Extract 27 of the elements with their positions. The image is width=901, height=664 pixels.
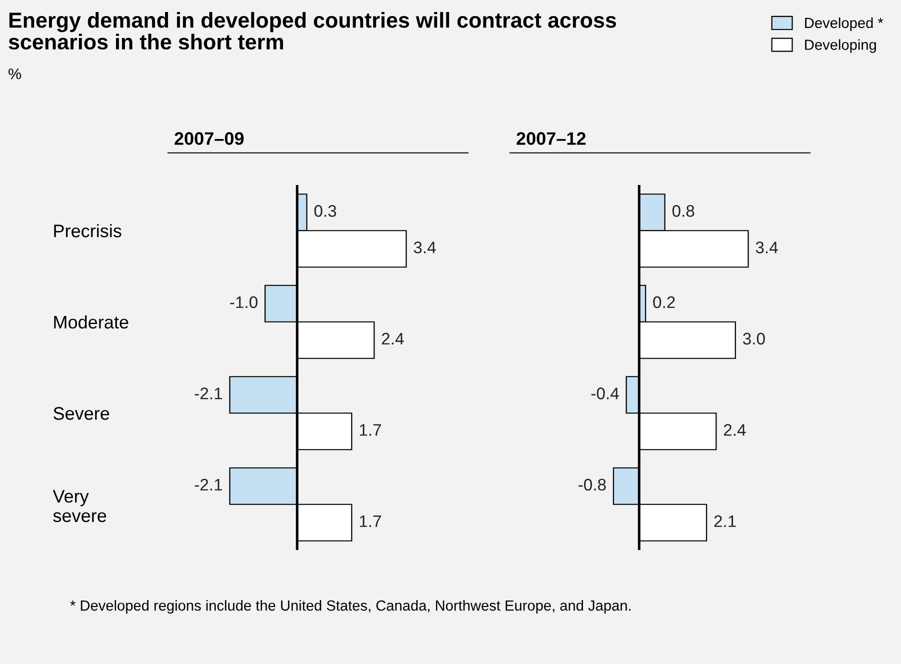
text: * Developed regions include the United States, Canada, Northwest Europe, and Japan. <box>70 600 630 614</box>
data-label: 0.8 <box>672 205 694 217</box>
legend-label: Developing <box>805 39 876 53</box>
data-label: 1.7 <box>360 424 381 436</box>
data-label: 2.4 <box>724 424 746 436</box>
legend-label: Developed * <box>805 17 884 31</box>
data-label: -0.4 <box>591 388 619 400</box>
x-axis-title: 2007–12 <box>516 132 586 145</box>
data-label: -2.1 <box>194 388 222 400</box>
data-label: 3.4 <box>756 242 778 254</box>
data-label: -2.1 <box>194 478 222 490</box>
data-label: 2.1 <box>714 515 736 527</box>
data-label: 1.7 <box>360 515 381 527</box>
y-tick-label: Very severe <box>52 490 106 522</box>
text: % <box>8 68 22 80</box>
y-tick-label: Precrisis <box>54 224 122 238</box>
y-tick-label: Severe <box>54 407 110 420</box>
data-label: 3.4 <box>414 242 436 254</box>
x-axis-title: 2007–09 <box>174 132 244 145</box>
chart-title: Energy demand in developed countries will contract across scenarios in the short term <box>8 12 616 50</box>
y-tick-label: Moderate <box>54 315 128 329</box>
data-label: 0.3 <box>314 205 336 217</box>
data-label: -1.0 <box>230 296 258 308</box>
data-label: 0.2 <box>653 296 675 308</box>
data-label: 2.4 <box>382 332 404 344</box>
data-label: -0.8 <box>578 478 606 491</box>
data-label: 3.0 <box>742 332 765 345</box>
